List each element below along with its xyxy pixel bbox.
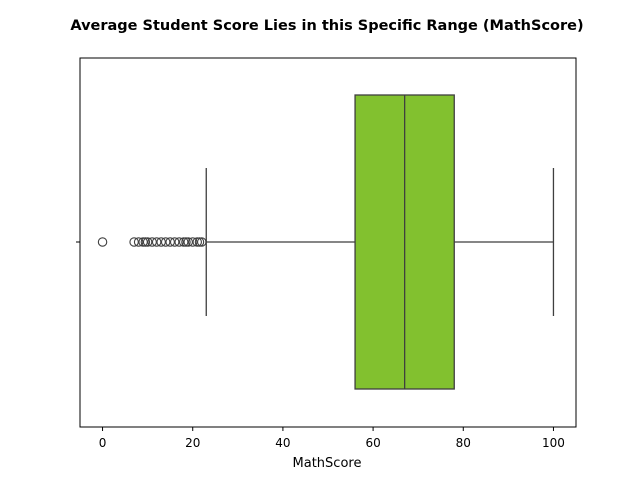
outlier-point	[140, 237, 151, 247]
outlier-point	[178, 237, 189, 247]
outlier-point	[147, 237, 157, 247]
chart-title: Average Student Score Lies in this Speci…	[70, 18, 583, 34]
outlier-point	[142, 237, 153, 247]
x-tick-label: 100	[542, 436, 565, 450]
outlier-point	[174, 237, 184, 247]
outlier-point	[129, 237, 139, 247]
outlier-point	[133, 237, 144, 247]
outlier-point	[97, 237, 108, 247]
x-tick-label: 40	[275, 436, 290, 450]
outlier-layer	[97, 237, 207, 247]
outlier-point	[181, 237, 191, 247]
x-tick-label: 80	[456, 436, 471, 450]
x-axis-ticks: 0 20 40 60 80 100	[99, 427, 565, 450]
outlier-point	[196, 237, 207, 247]
outlier-point	[169, 237, 180, 247]
outlier-point	[151, 237, 162, 247]
outlier-point	[183, 237, 193, 247]
box-layer	[205, 94, 555, 390]
outlier-point	[165, 237, 175, 247]
outlier-point	[194, 237, 205, 247]
x-axis-label: MathScore	[293, 456, 362, 471]
outlier-point	[187, 237, 198, 247]
x-tick-label: 0	[99, 436, 107, 450]
x-tick-label: 20	[185, 436, 200, 450]
x-tick-label: 60	[365, 436, 380, 450]
outlier-point	[156, 237, 166, 247]
outlier-point	[192, 237, 202, 247]
outlier-point	[160, 237, 171, 247]
outlier-point	[138, 237, 148, 247]
